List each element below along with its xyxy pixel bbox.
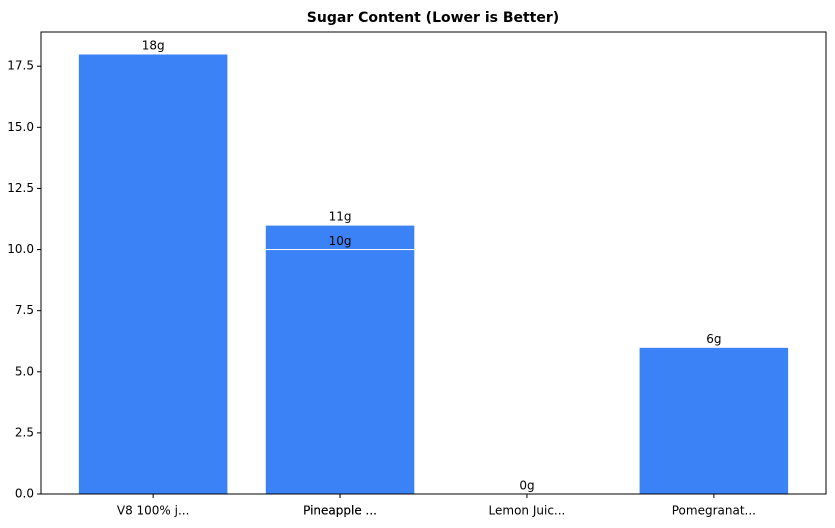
- y-tick-label: 17.5: [7, 59, 34, 73]
- y-tick-label: 7.5: [15, 303, 34, 317]
- bar: [638, 346, 790, 495]
- x-tick-label: V8 100% j...: [117, 504, 190, 518]
- chart-title: Sugar Content (Lower is Better): [307, 10, 559, 26]
- plot-frame: [40, 31, 827, 495]
- x-tick-label: Pomegranat...: [672, 504, 756, 518]
- x-tick-label: Lemon Juic...: [489, 504, 566, 518]
- y-tick-label: 5.0: [15, 364, 34, 378]
- x-tick-label: Pineapple ...: [303, 504, 377, 518]
- value-label: 11g: [329, 210, 352, 224]
- bar: [77, 53, 229, 495]
- y-tick-label: 2.5: [15, 425, 34, 439]
- value-label: 18g: [142, 39, 165, 53]
- y-tick-label: 10.0: [7, 242, 34, 256]
- y-tick-label: 15.0: [7, 120, 34, 134]
- y-tick-label: 0.0: [15, 487, 34, 501]
- bar: [264, 249, 416, 495]
- value-label: 0g: [519, 479, 534, 493]
- y-tick-label: 12.5: [7, 181, 34, 195]
- value-label: 10g: [329, 234, 352, 248]
- value-label: 6g: [706, 332, 721, 346]
- x-tick-label: Pineapple ...: [303, 504, 377, 518]
